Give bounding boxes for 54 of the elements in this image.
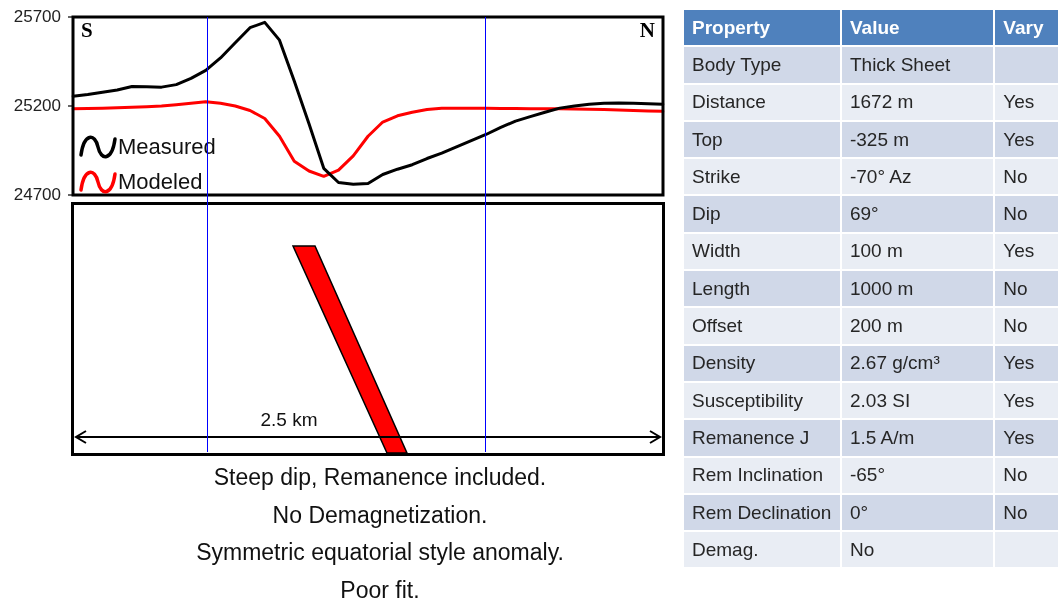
text: 2.03 SI [849,389,911,411]
text: No [1003,315,1028,337]
text: No [1003,203,1028,225]
category-label: Distance [692,91,766,113]
text: -70° Az [849,165,912,187]
text: -325 m [849,128,910,150]
category-label: Susceptibility [692,389,803,411]
text: 0° [849,501,869,523]
text: 100 m [849,240,903,262]
annotation: N [639,17,655,42]
category-label: Offset [692,315,743,337]
category-label: Top [692,128,723,150]
y-tick-label: 25200 [13,95,61,115]
category-label: Length [692,277,751,299]
category-label: Strike [692,165,741,187]
category-label: Vary [995,10,1058,46]
text: 69° [849,203,879,225]
text: No [1003,165,1028,187]
text: 200 m [849,315,903,337]
text: No Demagnetization. [272,501,488,528]
text: 2.5 km [259,409,319,431]
text: -65° [849,464,886,486]
y-tick-label: 25700 [13,6,61,26]
category-label: Rem Declination [692,501,832,523]
legend-label: Modeled [118,169,203,195]
category-label: Body Type [692,53,782,75]
text: Poor fit. [339,576,421,602]
text: Thick Sheet [849,53,951,75]
text: Yes [1003,240,1035,262]
text: Yes [1003,426,1035,448]
text: No [1003,501,1028,523]
text: 2.67 g/cm³ [849,352,940,374]
category-label: Property [684,10,840,46]
text: Steep dip, Remanence included. [213,464,547,490]
text: 1672 m [849,91,914,113]
text: No [1003,277,1028,299]
text: Symmetric equatorial style anomaly. [196,539,564,565]
text: No [1003,464,1028,486]
text: Yes [1003,128,1035,150]
text: Yes [1003,389,1035,411]
category-label: Width [692,240,741,262]
y-tick-label: 24700 [13,184,61,204]
text: Yes [1003,352,1035,374]
category-label: Dip [692,203,721,225]
annotation: S [81,17,93,42]
text: 1.5 A/m [849,426,915,448]
category-label: Remanence J [692,426,810,448]
text: Yes [1003,91,1035,113]
category-label: Density [692,352,756,374]
text: 1000 m [849,277,914,299]
category-label: Demag. [692,538,759,560]
category-label: Rem Inclination [692,464,823,486]
text: No [849,538,875,560]
category-label: Value [841,10,994,46]
